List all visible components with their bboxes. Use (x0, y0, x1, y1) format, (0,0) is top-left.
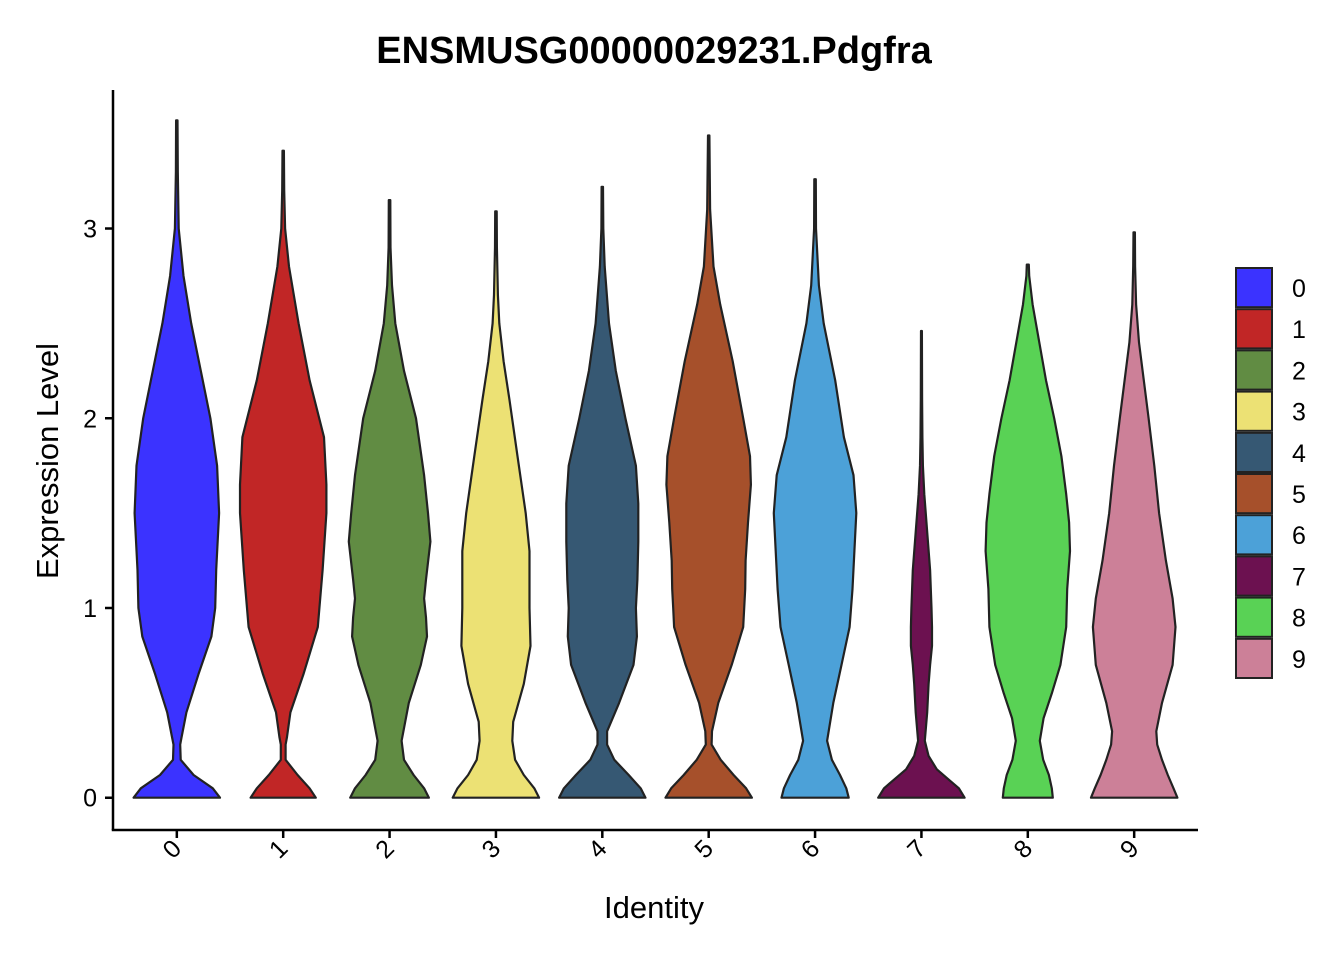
legend-key-8 (1235, 596, 1273, 638)
legend-key-3 (1235, 390, 1273, 432)
legend-label-7: 7 (1292, 563, 1306, 591)
violin-4 (558, 185, 647, 799)
x-axis-label: Identity (604, 890, 704, 925)
x-tick-label: 8 (1008, 834, 1038, 864)
legend-label-1: 1 (1292, 316, 1306, 344)
violin-6 (772, 178, 858, 799)
y-axis: 0 1 2 3 (83, 216, 113, 813)
violin-7 (877, 329, 966, 799)
violin-8 (984, 263, 1072, 799)
x-axis: 0 1 2 3 4 5 6 7 8 9 (157, 830, 1144, 864)
x-tick-label: 3 (477, 834, 507, 864)
violin-9 (1089, 231, 1179, 799)
legend-key-6 (1235, 514, 1273, 556)
legend-key-1 (1235, 308, 1273, 350)
legend-label-4: 4 (1292, 440, 1306, 468)
x-tick-label: 4 (583, 834, 613, 864)
x-tick-label: 2 (370, 834, 400, 864)
violin-group (132, 119, 1179, 799)
x-tick-label: 9 (1115, 834, 1145, 864)
violin-1 (238, 149, 328, 799)
x-tick-label: 0 (157, 834, 187, 864)
legend-key-5 (1235, 473, 1273, 515)
y-tick-label: 3 (83, 216, 97, 244)
violin-3 (451, 210, 541, 799)
legend-label-3: 3 (1292, 399, 1306, 427)
legend: 0 1 2 3 4 5 6 7 8 9 (1235, 267, 1306, 679)
x-tick-label: 7 (902, 834, 932, 864)
legend-key-9 (1235, 637, 1273, 679)
x-tick-label: 6 (796, 834, 826, 864)
legend-key-0 (1235, 267, 1273, 309)
legend-label-9: 9 (1292, 646, 1306, 674)
legend-label-2: 2 (1292, 357, 1306, 385)
violin-5 (664, 134, 753, 799)
legend-key-2 (1235, 349, 1273, 391)
x-tick-label: 5 (689, 834, 719, 864)
legend-label-0: 0 (1292, 275, 1306, 303)
legend-label-5: 5 (1292, 481, 1306, 509)
legend-label-6: 6 (1292, 522, 1306, 550)
y-tick-label: 2 (83, 405, 97, 433)
violin-0 (132, 119, 222, 799)
legend-key-4 (1235, 431, 1273, 473)
violin-2 (347, 199, 432, 799)
y-axis-label: Expression Level (30, 343, 65, 579)
chart-title: ENSMUSG00000029231.Pdgfra (376, 30, 932, 72)
y-tick-label: 1 (83, 595, 97, 623)
x-tick-label: 1 (264, 834, 294, 864)
legend-key-7 (1235, 555, 1273, 597)
y-tick-label: 0 (83, 785, 97, 813)
legend-label-8: 8 (1292, 605, 1306, 633)
